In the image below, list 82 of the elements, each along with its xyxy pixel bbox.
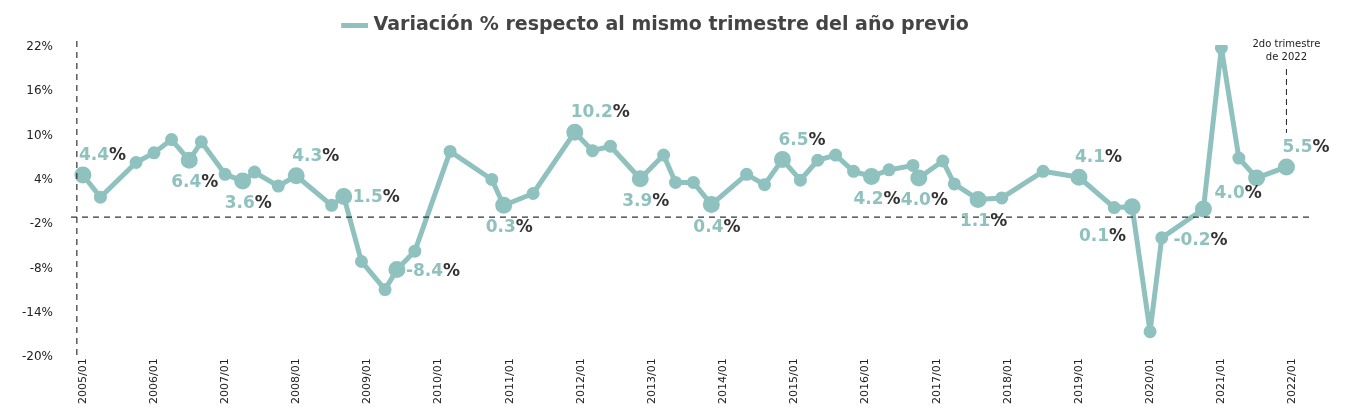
x-tick-label: 2017/01: [929, 358, 943, 405]
point: [129, 155, 143, 169]
x-tick-label: 2016/01: [858, 358, 872, 405]
x-tick-label: 2010/01: [431, 358, 445, 405]
point: [1143, 325, 1157, 339]
data-label: 0.3%: [485, 216, 533, 237]
x-tick-label: 2015/01: [787, 358, 801, 405]
point: [947, 177, 961, 191]
point: [669, 175, 682, 189]
point: [686, 175, 700, 189]
data-label: 4.1%: [1074, 146, 1123, 167]
x-tick-label: 2007/01: [217, 358, 231, 405]
data-label: -0.2%: [1173, 229, 1228, 250]
x-tick-label: 2011/01: [502, 358, 516, 405]
x-tick-label: 2021/01: [1214, 358, 1228, 405]
point: [847, 164, 861, 178]
data-label: 4.4%: [78, 144, 127, 165]
point: [93, 190, 107, 204]
x-tick-label: 2005/01: [75, 358, 89, 405]
point: [1107, 201, 1121, 215]
point: [485, 172, 499, 186]
point: [443, 144, 457, 158]
point: [1232, 151, 1246, 165]
data-label: -8.4%: [405, 259, 461, 280]
y-tick-label: -20%: [21, 349, 53, 364]
data-label: 3.9%: [622, 189, 670, 210]
point: [218, 167, 232, 181]
x-tick-label: 2018/01: [1000, 358, 1014, 405]
point: [1155, 231, 1169, 245]
x-tick-label: 2006/01: [146, 358, 160, 405]
point: [526, 187, 540, 200]
data-label: 4.2%: [853, 187, 901, 208]
point: [194, 135, 208, 149]
data-label: 0.1%: [1078, 224, 1127, 245]
data-label: 10.2%: [570, 101, 630, 122]
x-tick-label: 2019/01: [1071, 358, 1085, 405]
point: [758, 178, 772, 192]
point: [829, 148, 843, 162]
annotation: 2do trimestre de 2022: [1252, 37, 1321, 62]
point: [354, 254, 368, 268]
point: [906, 158, 920, 172]
y-tick-label: 4%: [33, 172, 53, 187]
x-tick-label: 2022/01: [1285, 358, 1299, 405]
data-label: 6.4%: [171, 171, 219, 192]
point: [408, 244, 422, 258]
y-tick-label: 10%: [26, 127, 53, 142]
data-label: 3.6%: [224, 191, 272, 212]
point: [586, 144, 600, 158]
point: [271, 179, 285, 193]
x-tick-label: 2012/01: [573, 358, 587, 405]
x-tick-label: 2013/01: [644, 358, 658, 405]
point: [936, 154, 950, 168]
x-tick-label: 2008/01: [289, 358, 303, 405]
point: [995, 191, 1009, 205]
point: [603, 139, 617, 153]
data-label: 4.3%: [292, 144, 340, 165]
y-tick-label: 22%: [26, 39, 53, 54]
data-label: 6.5%: [778, 128, 826, 149]
data-label: 4.0%: [900, 188, 948, 209]
point: [793, 173, 807, 187]
data-label: 0.4%: [693, 215, 741, 236]
data-label: 1.5%: [352, 186, 400, 207]
point: [248, 165, 262, 179]
point: [882, 163, 896, 177]
y-tick-label: -14%: [21, 305, 53, 320]
point: [1036, 164, 1050, 178]
legend-label: Variación % respecto al mismo trimestre del año previo: [373, 12, 969, 35]
x-tick-label: 2009/01: [360, 358, 374, 405]
data-label: 4.0%: [1214, 181, 1262, 202]
x-tick-label: 2014/01: [716, 358, 730, 405]
point: [147, 146, 161, 160]
point: [657, 148, 671, 162]
data-label: 5.5%: [1282, 135, 1330, 156]
y-tick-label: 16%: [26, 83, 53, 98]
point: [325, 198, 339, 212]
point: [811, 153, 825, 167]
point: [165, 133, 179, 147]
y-tick-label: -8%: [29, 260, 53, 275]
point: [740, 167, 754, 181]
x-tick-label: 2020/01: [1142, 358, 1156, 405]
point: [378, 283, 392, 297]
y-tick-label: -2%: [29, 216, 53, 231]
